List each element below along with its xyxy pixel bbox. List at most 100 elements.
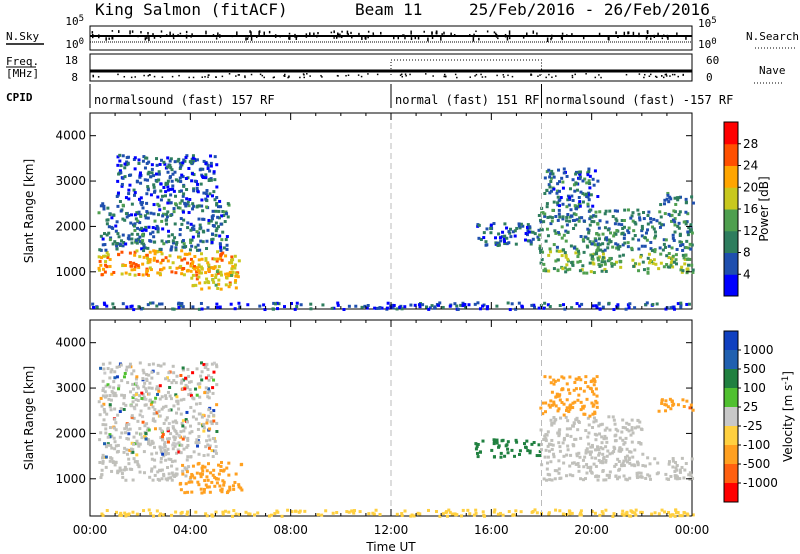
power-data-cell [603, 212, 607, 216]
velocity-data-cell [207, 387, 211, 391]
velocity-data-cell [134, 398, 138, 402]
nave-sample [204, 76, 206, 78]
velocity-data-cell [116, 469, 120, 473]
velocity-ytick-label: 1000 [55, 472, 86, 486]
velocity-data-cell [210, 480, 214, 484]
velocity-data-cell [461, 508, 465, 512]
velocity-data-cell [604, 458, 608, 462]
velocity-data-cell [592, 377, 596, 381]
velocity-data-cell [179, 381, 183, 385]
power-colorbar-segment [724, 274, 738, 297]
power-data-cell [667, 212, 671, 216]
velocity-data-cell [667, 477, 671, 481]
nave-sample [130, 76, 133, 79]
velocity-data-cell [160, 429, 164, 433]
x-axis-title: Time UT [365, 540, 416, 554]
velocity-data-cell [553, 469, 557, 473]
power-data-cell [685, 239, 689, 243]
nave-sample [585, 73, 587, 75]
velocity-data-cell [545, 433, 549, 437]
power-data-cell [103, 243, 107, 247]
power-data-cell [688, 242, 692, 246]
velocity-data-cell [138, 442, 142, 446]
velocity-data-cell [153, 419, 157, 423]
velocity-data-cell [627, 457, 631, 461]
velocity-data-cell [635, 471, 639, 475]
velocity-data-cell [153, 427, 157, 431]
velocity-data-cell [198, 382, 202, 386]
nave-sample [273, 76, 275, 78]
power-data-cell [572, 246, 576, 250]
power-data-cell [186, 176, 190, 180]
power-data-cell [482, 236, 486, 240]
power-data-cell [629, 216, 633, 220]
velocity-data-cell [194, 510, 198, 514]
power-data-cell [238, 305, 242, 309]
velocity-data-cell [184, 474, 188, 478]
power-data-cell [258, 304, 262, 308]
power-data-cell [195, 266, 199, 270]
noise-sample [111, 30, 114, 32]
noise-sample [346, 30, 349, 35]
velocity-data-cell [113, 463, 117, 467]
power-data-cell [156, 195, 160, 199]
velocity-data-cell [167, 408, 171, 412]
power-data-cell [608, 209, 612, 213]
power-data-cell [101, 237, 105, 241]
velocity-data-cell [154, 387, 158, 391]
velocity-data-cell [191, 474, 195, 478]
power-data-cell [208, 192, 212, 196]
power-data-cell [592, 214, 596, 218]
power-data-cell [283, 305, 287, 309]
velocity-data-cell [162, 454, 166, 458]
power-data-cell [681, 253, 685, 257]
power-data-cell [603, 260, 607, 264]
power-data-cell [492, 222, 496, 226]
velocity-data-cell [636, 461, 640, 465]
velocity-data-cell [571, 424, 575, 428]
power-data-cell [309, 302, 313, 306]
velocity-data-cell [181, 469, 185, 473]
power-data-cell [538, 246, 542, 250]
velocity-data-cell [596, 478, 600, 482]
power-data-cell [687, 263, 691, 267]
power-data-cell [210, 274, 214, 278]
power-data-cell [105, 265, 109, 269]
power-data-cell [596, 246, 600, 250]
velocity-data-cell [182, 397, 186, 401]
noise-sample [561, 32, 564, 35]
power-data-cell [593, 243, 597, 247]
velocity-data-cell [583, 412, 587, 416]
power-data-cell [208, 169, 212, 173]
velocity-data-cell [101, 453, 105, 457]
velocity-data-cell [147, 439, 151, 443]
velocity-data-cell [581, 478, 585, 482]
power-data-cell [568, 196, 572, 200]
power-data-cell [113, 240, 117, 244]
power-data-cell [677, 221, 681, 225]
power-data-cell [597, 262, 601, 266]
power-data-cell [583, 193, 587, 197]
velocity-data-cell [625, 511, 629, 515]
velocity-data-cell [403, 509, 407, 513]
velocity-data-cell [212, 370, 216, 374]
power-data-cell [375, 306, 379, 310]
velocity-data-cell [530, 510, 534, 514]
power-data-cell [684, 253, 688, 257]
velocity-data-cell [633, 448, 637, 452]
velocity-data-cell [104, 384, 108, 388]
power-data-cell [521, 224, 525, 228]
velocity-data-cell [157, 389, 161, 393]
power-data-cell [606, 246, 610, 250]
noise-sample [245, 37, 247, 41]
power-data-cell [192, 187, 196, 191]
power-data-cell [565, 205, 569, 209]
power-data-cell [626, 245, 630, 249]
velocity-data-cell [101, 386, 105, 390]
power-data-cell [676, 302, 680, 306]
power-data-cell [561, 202, 565, 206]
power-data-cell [537, 306, 541, 310]
noise-sample [676, 32, 678, 35]
velocity-data-cell [138, 361, 142, 365]
velocity-data-cell [220, 487, 224, 491]
